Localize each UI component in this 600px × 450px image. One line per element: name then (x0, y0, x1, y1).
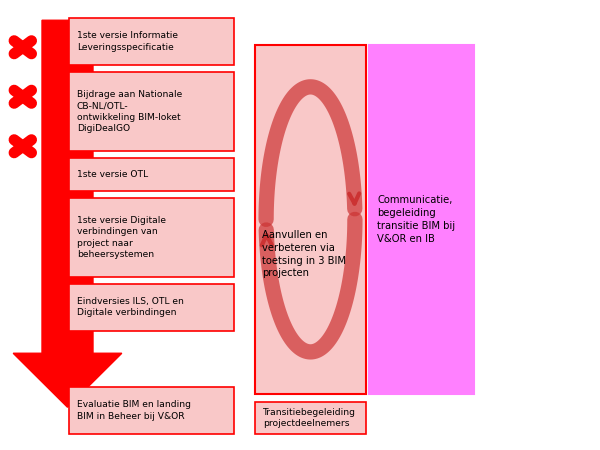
Text: Aanvullen en
verbeteren via
toetsing in 3 BIM
projecten: Aanvullen en verbeteren via toetsing in … (262, 230, 346, 279)
Text: Communicatie,
begeleiding
transitie BIM bij
V&OR en IB: Communicatie, begeleiding transitie BIM … (377, 195, 455, 243)
FancyBboxPatch shape (69, 284, 234, 331)
FancyBboxPatch shape (69, 198, 234, 277)
Text: Eindversies ILS, OTL en
Digitale verbindingen: Eindversies ILS, OTL en Digitale verbind… (77, 297, 184, 317)
Text: Bijdrage aan Nationale
CB-NL/OTL-
ontwikkeling BIM-loket
DigiDealGO: Bijdrage aan Nationale CB-NL/OTL- ontwik… (77, 90, 182, 133)
FancyBboxPatch shape (69, 387, 234, 434)
FancyBboxPatch shape (255, 402, 366, 434)
Text: Transitiebegeleiding
projectdeelnemers: Transitiebegeleiding projectdeelnemers (263, 408, 356, 428)
FancyBboxPatch shape (369, 45, 474, 394)
FancyBboxPatch shape (255, 45, 366, 394)
FancyBboxPatch shape (69, 158, 234, 191)
FancyBboxPatch shape (69, 72, 234, 151)
Text: Evaluatie BIM en landing
BIM in Beheer bij V&OR: Evaluatie BIM en landing BIM in Beheer b… (77, 400, 191, 421)
Polygon shape (13, 20, 122, 407)
Text: 1ste versie Digitale
verbindingen van
project naar
beheersystemen: 1ste versie Digitale verbindingen van pr… (77, 216, 166, 259)
Text: 1ste versie Informatie
Leveringsspecificatie: 1ste versie Informatie Leveringsspecific… (77, 32, 178, 52)
FancyBboxPatch shape (69, 18, 234, 65)
Text: 1ste versie OTL: 1ste versie OTL (77, 170, 148, 179)
